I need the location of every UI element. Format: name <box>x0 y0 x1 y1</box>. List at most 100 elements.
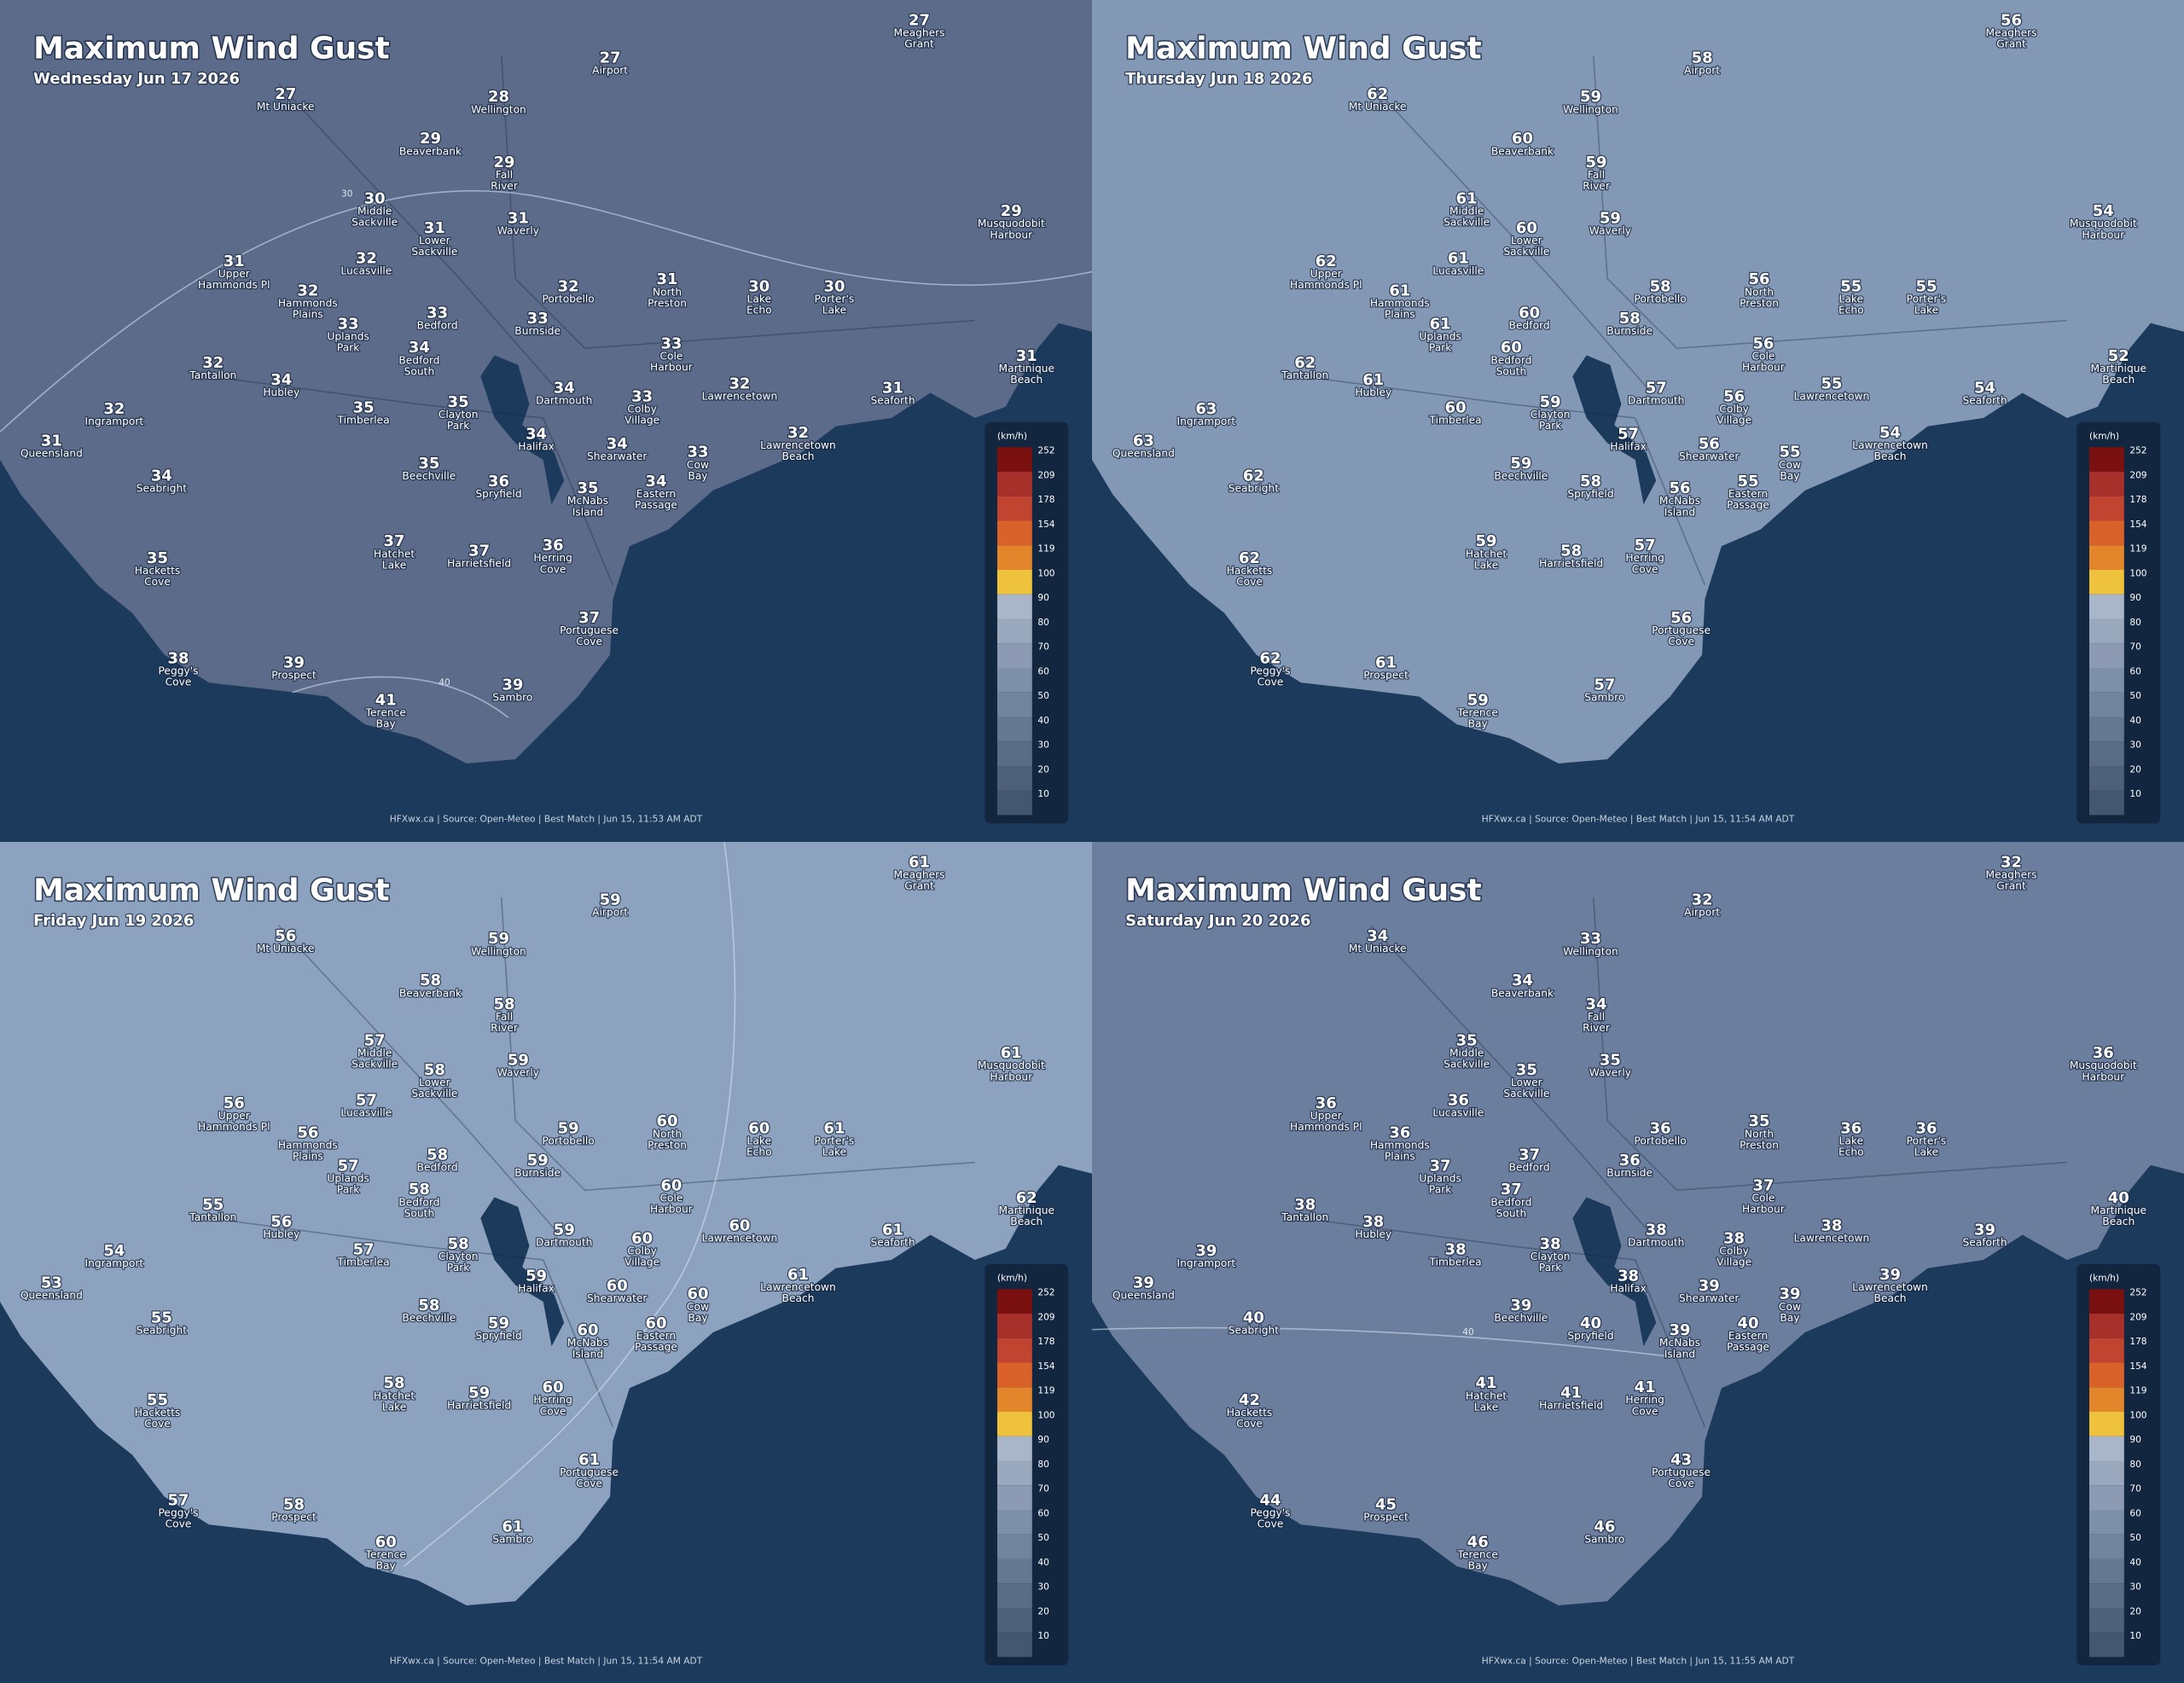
gust-value: 29 <box>1001 202 1022 220</box>
map-panel: 30 40 Maximum Wind Gust Wednesday Jun 17 20… <box>0 0 1092 842</box>
place-label: Middle <box>1449 1047 1484 1059</box>
place-label: Passage <box>1727 499 1769 511</box>
place-label: Meaghers <box>894 868 945 880</box>
gust-value: 60 <box>1512 130 1533 148</box>
place-label: Tantallon <box>189 369 236 381</box>
gust-value: 61 <box>1430 315 1451 333</box>
place-label: Hatchet <box>374 1390 415 1402</box>
place-label: Village <box>624 415 659 427</box>
place-label: Beechville <box>402 1311 456 1323</box>
gust-value: 59 <box>1510 455 1531 473</box>
legend-swatch <box>2088 472 2124 496</box>
legend-label: 60 <box>2129 1507 2141 1518</box>
place-label: Colby <box>627 1245 656 1256</box>
legend-label: 252 <box>1037 445 1054 456</box>
legend-label: 100 <box>1037 567 1054 578</box>
place-label: South <box>404 1207 435 1219</box>
place-label: Dartmouth <box>536 1236 592 1248</box>
place-label: Lawrencetown <box>702 391 778 403</box>
place-label: Sambro <box>492 692 532 704</box>
place-label: Wellington <box>471 945 526 957</box>
place-label: Park <box>1429 342 1452 354</box>
gust-value: 38 <box>1294 1196 1316 1214</box>
place-label: Prospect <box>271 669 317 681</box>
place-label: Prospect <box>1363 1511 1409 1523</box>
date: Saturday Jun 20 2026 <box>1125 911 1310 929</box>
place-label: Lucasville <box>340 265 392 277</box>
place-label: Hatchet <box>1466 548 1507 560</box>
place-label: Lake <box>382 559 406 571</box>
legend-swatch <box>2088 1607 2124 1633</box>
place-label: Cole <box>659 1192 682 1204</box>
gust-value: 35 <box>1600 1051 1621 1069</box>
gust-value: 63 <box>1133 432 1154 450</box>
gust-value: 55 <box>1737 473 1758 490</box>
gust-value: 56 <box>297 1123 318 1141</box>
legend-swatch <box>2088 1460 2124 1485</box>
gust-value: 39 <box>1669 1321 1690 1339</box>
place-label: Queensland <box>20 448 83 460</box>
place-label: Hammonds Pl <box>198 1121 270 1133</box>
place-label: Sambro <box>492 1533 532 1545</box>
gust-value: 59 <box>600 891 621 908</box>
legend-label: 60 <box>2129 665 2141 676</box>
place-label: Cove <box>576 1477 602 1489</box>
place-label: Eastern <box>636 488 676 500</box>
gust-value: 55 <box>1779 444 1800 461</box>
place-label: Portobello <box>1634 1135 1686 1146</box>
place-label: Herring <box>1625 552 1664 564</box>
place-label: Island <box>1664 506 1695 518</box>
place-label: Hammonds <box>278 1139 338 1151</box>
gust-value: 59 <box>558 1119 579 1137</box>
place-label: Bedford <box>398 354 439 366</box>
legend-swatch <box>2088 1582 2124 1608</box>
place-label: Spryfield <box>475 1330 521 1342</box>
gust-value: 60 <box>1501 339 1522 357</box>
place-label: Dartmouth <box>536 395 592 407</box>
place-label: Upper <box>1310 1110 1343 1122</box>
place-label: Cove <box>144 576 171 588</box>
place-label: Wellington <box>471 103 526 115</box>
legend-label: 100 <box>2129 567 2146 578</box>
gust-value: 35 <box>353 398 375 416</box>
place-label: Beaverbank <box>1491 145 1554 157</box>
legend-swatch <box>2088 717 2124 742</box>
place-label: McNabs <box>1659 495 1700 507</box>
place-label: Lake <box>1839 293 1863 305</box>
place-label: North <box>1745 1128 1774 1140</box>
legend-label: 209 <box>1037 469 1054 480</box>
gust-value: 40 <box>1737 1314 1758 1332</box>
place-label: Porter's <box>1907 293 1947 305</box>
legend-label: 80 <box>1037 1458 1049 1469</box>
legend-label: 10 <box>1037 1630 1049 1641</box>
gust-value: 59 <box>554 1221 575 1239</box>
gust-value: 36 <box>1316 1094 1337 1111</box>
legend-swatch <box>996 1558 1032 1583</box>
gust-value: 32 <box>558 277 579 295</box>
place-label: North <box>653 286 682 298</box>
place-label: Cole <box>1751 1192 1774 1204</box>
gust-value: 60 <box>660 1176 682 1194</box>
legend-swatch <box>996 790 1032 815</box>
gust-value: 60 <box>1516 219 1537 237</box>
place-label: Grant <box>904 879 934 891</box>
legend-swatch <box>2088 594 2124 619</box>
map-panel: 40 Maximum Wind Gust Saturday Jun 20 2026 3… <box>1092 841 2184 1683</box>
place-label: Terence <box>365 1548 406 1560</box>
place-label: South <box>1496 365 1527 377</box>
gust-value: 28 <box>488 88 509 106</box>
place-label: Peggy's <box>1250 665 1290 677</box>
place-label: Peggy's <box>158 665 198 677</box>
gust-value: 56 <box>1670 609 1692 627</box>
gust-value: 31 <box>224 252 245 270</box>
gust-value: 39 <box>1195 1242 1217 1260</box>
place-label: Bay <box>1780 1311 1799 1323</box>
place-label: Beechville <box>402 470 456 482</box>
land <box>0 841 1092 1605</box>
gust-value: 59 <box>1467 691 1489 709</box>
place-label: Prospect <box>1363 669 1409 681</box>
gust-value: 59 <box>1600 209 1621 227</box>
place-label: Harrietsfield <box>1539 558 1603 570</box>
legend-swatch <box>996 545 1032 571</box>
place-label: Hatchet <box>1466 1390 1507 1402</box>
